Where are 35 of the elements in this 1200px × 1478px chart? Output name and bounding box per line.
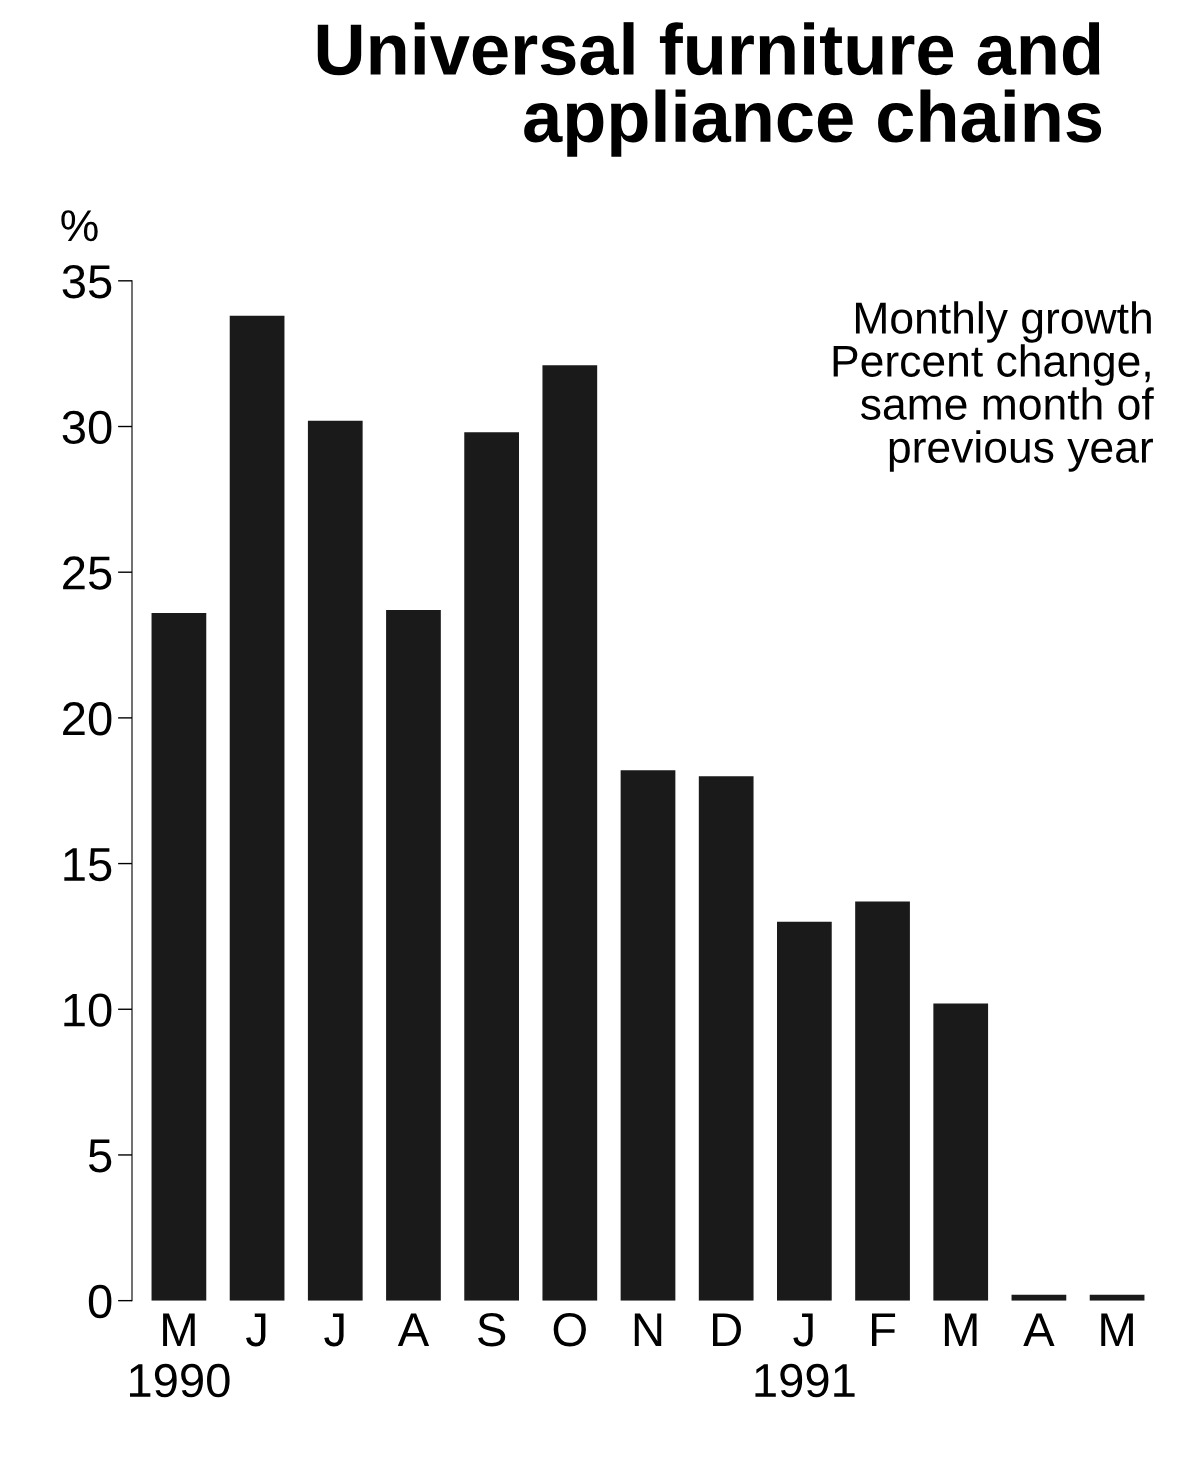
x-tick-label: O <box>553 1313 586 1347</box>
y-tick-label: 30 <box>62 410 112 445</box>
bar <box>698 776 754 1301</box>
x-tick-label: J <box>246 1313 266 1347</box>
x-tick-label: A <box>1023 1313 1055 1346</box>
y-tick-label: 35 <box>62 264 112 299</box>
bar <box>386 610 441 1301</box>
x-tick-label: M 1990 <box>129 1313 230 1398</box>
y-tick-label: 10 <box>64 993 112 1027</box>
y-tick-label: 15 <box>64 848 112 882</box>
bar <box>464 432 519 1301</box>
bar <box>855 901 910 1301</box>
text: Monthly growth Percent change, same month of previous year <box>833 301 1154 472</box>
x-tick-label: D <box>713 1313 741 1346</box>
x-tick-label: N <box>634 1313 662 1346</box>
bar <box>620 770 676 1301</box>
chart-title: Universal furniture and appliance chains <box>317 22 1102 157</box>
x-tick-label: J 1991 <box>755 1313 855 1398</box>
y-tick-label: 0 <box>88 1284 112 1319</box>
bar <box>229 315 285 1301</box>
bar <box>933 1003 989 1301</box>
x-tick-label: M <box>1101 1313 1133 1346</box>
y-tick-label: 25 <box>63 556 112 590</box>
y-tick-label: 20 <box>63 702 112 736</box>
bar <box>542 365 598 1301</box>
x-tick-label: F <box>872 1313 896 1346</box>
y-tick-label: 5 <box>88 1139 112 1173</box>
x-tick-label: S <box>478 1313 506 1347</box>
x-tick-label: J <box>324 1313 344 1347</box>
bar <box>307 420 363 1301</box>
y-axis-title: % <box>61 210 98 242</box>
bar <box>777 921 832 1301</box>
x-tick-label: A <box>397 1313 430 1346</box>
x-tick-label: M <box>944 1313 977 1346</box>
bar <box>151 612 207 1301</box>
